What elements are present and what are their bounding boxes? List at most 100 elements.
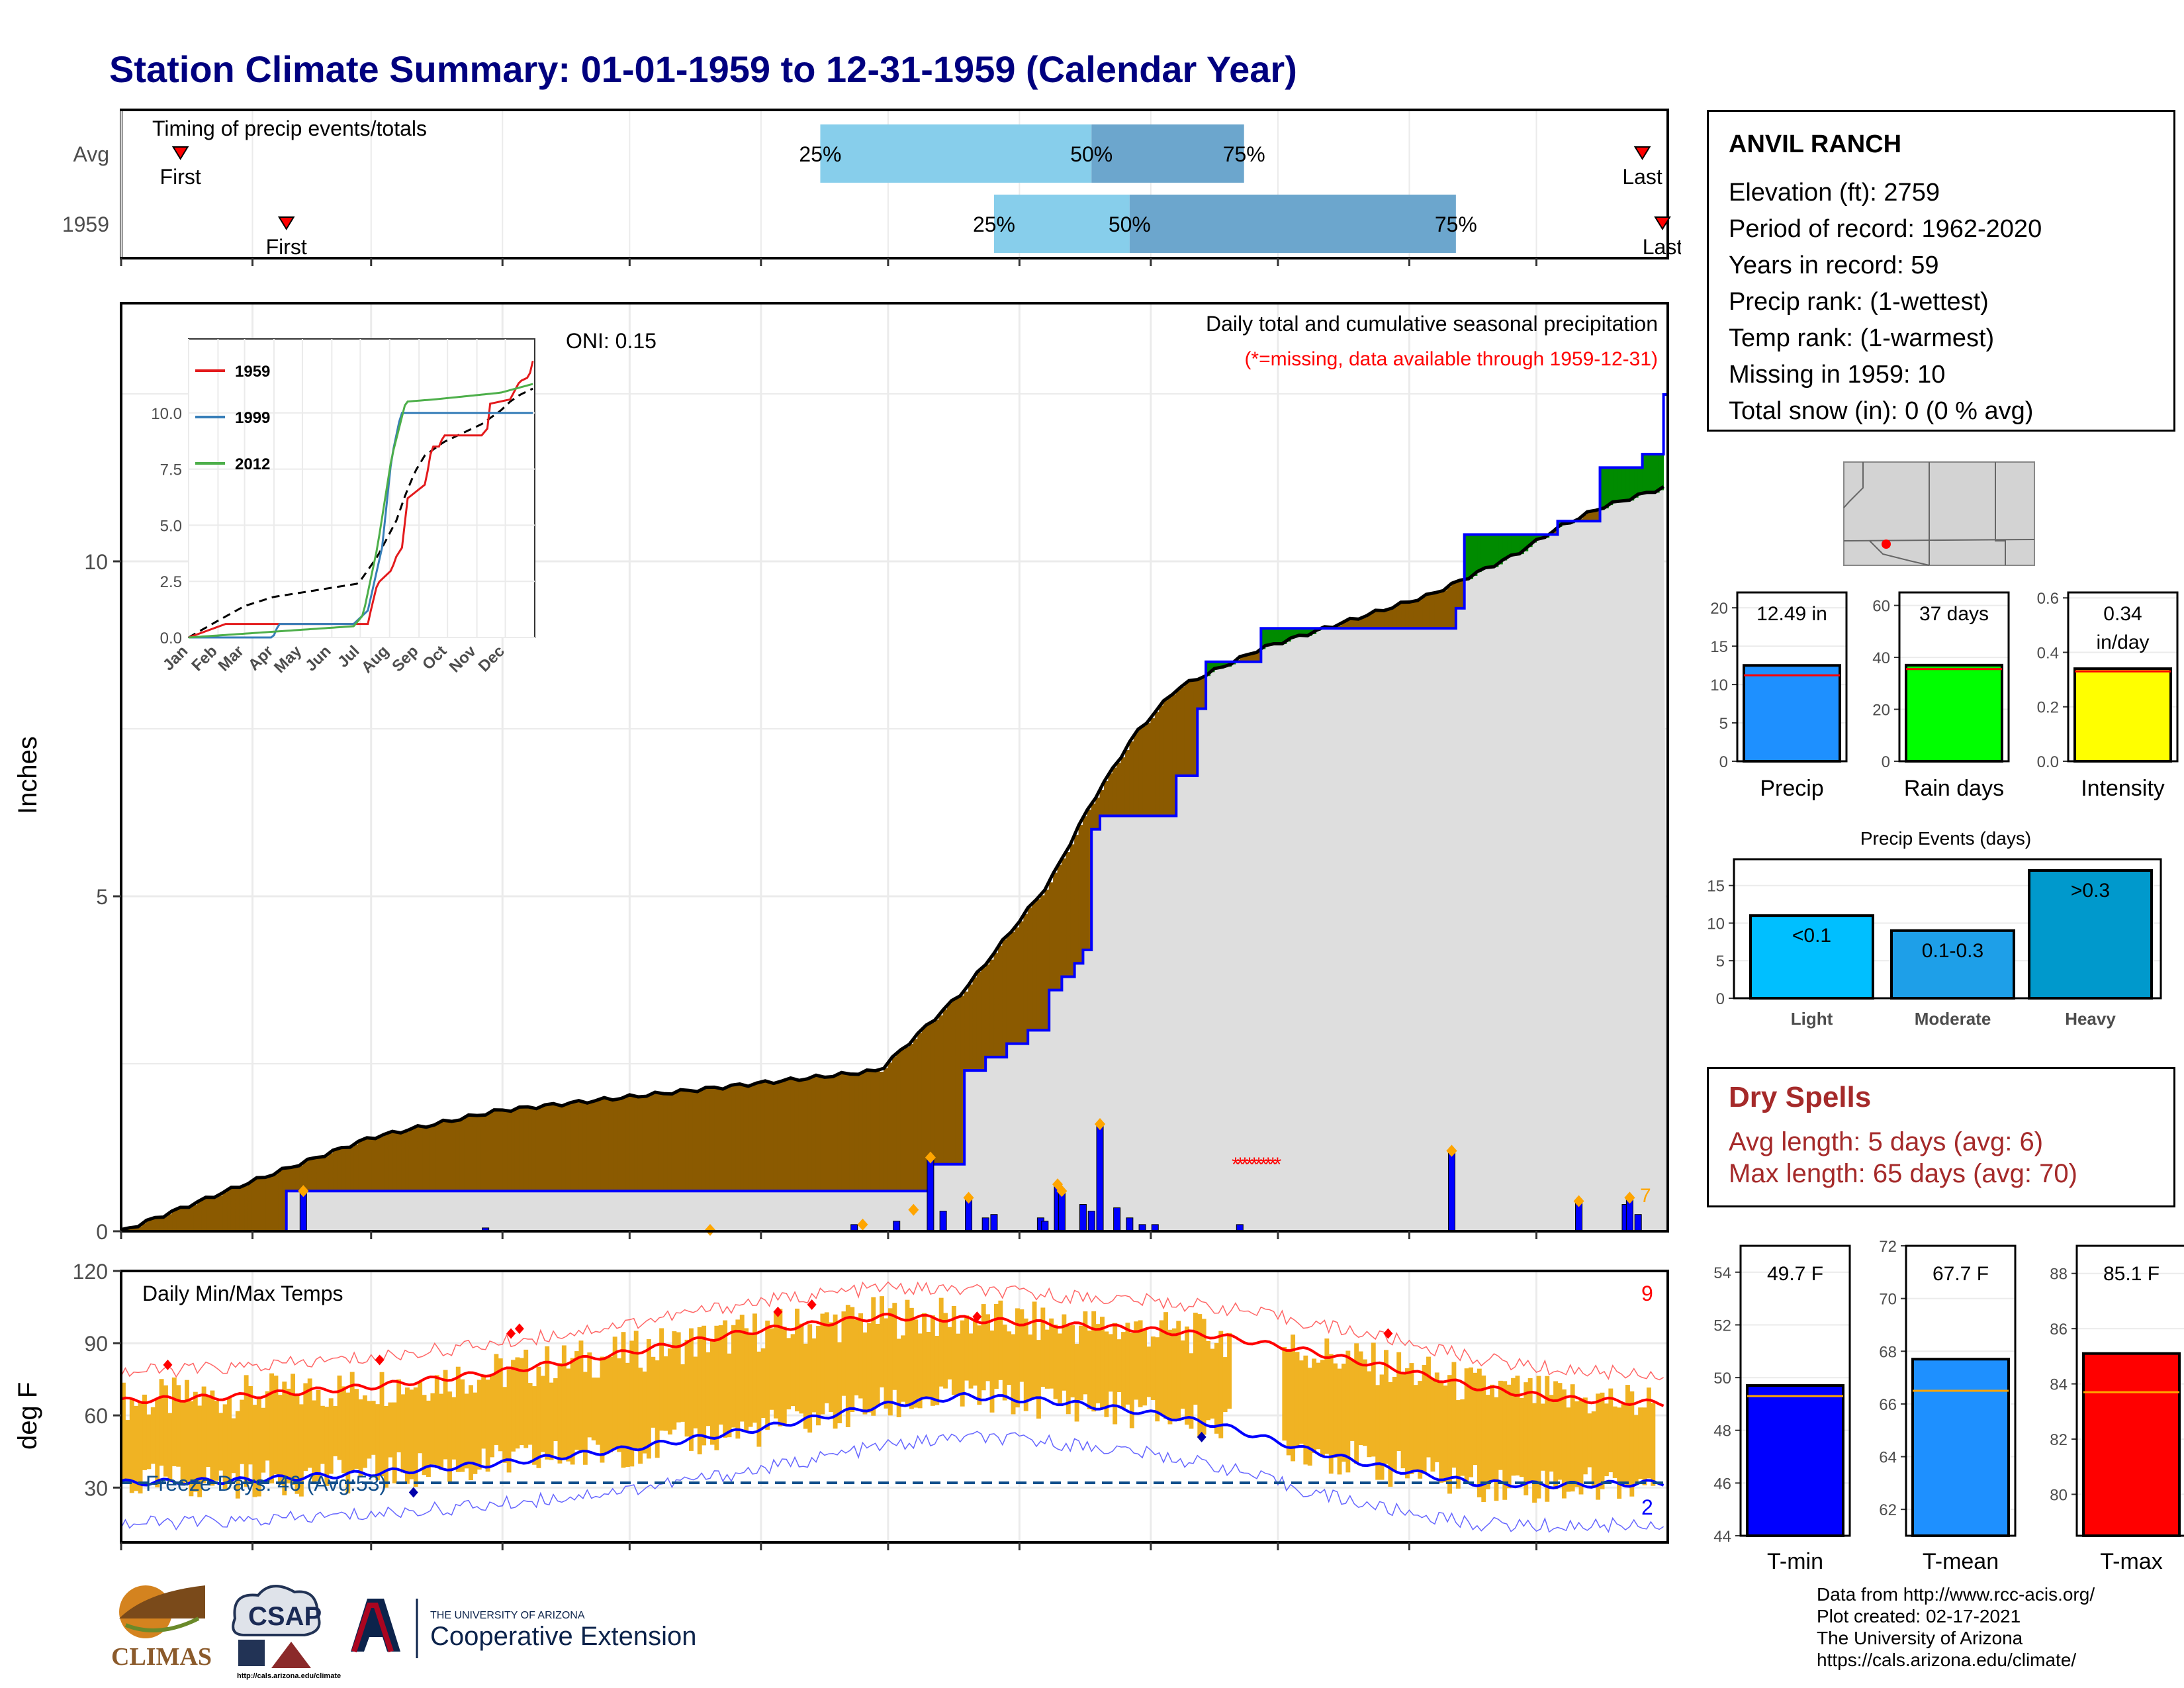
- precip-ytick-label: 5: [96, 885, 108, 909]
- csap-mountain-icon: [271, 1642, 311, 1668]
- inset-line-2012: [188, 383, 533, 639]
- daily-temp-bar: [167, 1413, 173, 1483]
- record-min-line: [120, 1430, 1664, 1533]
- daily-temp-bar: [1409, 1363, 1414, 1474]
- page-title: Station Climate Summary: 01-01-1959 to 1…: [109, 48, 1297, 90]
- daily-temp-bar: [328, 1398, 334, 1474]
- daily-temp-bar: [269, 1373, 274, 1483]
- temp-summary-ytick-label: 54: [1713, 1264, 1731, 1282]
- month-label: Aug: [1001, 1555, 1038, 1556]
- daily-temp-bar: [934, 1336, 940, 1405]
- daily-temp-bar: [1066, 1325, 1071, 1415]
- inset-legend-label: 1959: [235, 363, 270, 381]
- daily-temp-bar: [1651, 1403, 1656, 1486]
- daily-temp-bar: [171, 1377, 177, 1466]
- daily-temp-bar: [943, 1313, 948, 1389]
- precip-ylabel-wrap: Inches: [13, 728, 42, 861]
- summary-ytick-label: 0.0: [2037, 753, 2059, 771]
- temp-summary-ytick-label: 64: [1879, 1449, 1897, 1467]
- daily-temp-bar: [1002, 1324, 1007, 1401]
- daily-temp-bar: [1303, 1355, 1308, 1465]
- daily-temp-bar: [286, 1388, 291, 1483]
- daily-temp-bar: [121, 1382, 126, 1480]
- daily-temp-bar: [1540, 1403, 1545, 1471]
- daily-temp-bar: [951, 1305, 956, 1395]
- daily-temp-bar: [1044, 1329, 1050, 1389]
- temp-summary-ytick-label: 44: [1713, 1528, 1731, 1546]
- daily-temp-bar: [549, 1382, 554, 1460]
- daily-temp-bar: [451, 1397, 457, 1460]
- daily-temp-bar: [227, 1397, 232, 1484]
- daily-temp-bar: [748, 1333, 753, 1427]
- daily-temp-bar: [578, 1340, 584, 1452]
- daily-temp-bar: [1349, 1358, 1355, 1441]
- timing-p50: 50%: [1109, 212, 1151, 236]
- daily-temp-bar: [485, 1380, 490, 1472]
- daily-temp-bar: [1473, 1372, 1478, 1466]
- temp-summary-ytick-label: 80: [2050, 1486, 2068, 1504]
- cloud-icon: [232, 1585, 321, 1636]
- temp-summary-ytick-label: 66: [1879, 1396, 1897, 1414]
- daily-precip-bar: [1058, 1190, 1066, 1232]
- daily-temp-bar: [1113, 1323, 1118, 1425]
- daily-temp-bar: [1104, 1331, 1109, 1417]
- daily-temp-bar: [765, 1320, 770, 1430]
- month-label: Feb: [234, 1555, 271, 1556]
- daily-temp-bar: [608, 1356, 614, 1452]
- events-ytick-label: 0: [1716, 990, 1725, 1008]
- daily-temp-bar: [684, 1339, 690, 1437]
- daily-temp-bar: [811, 1338, 817, 1413]
- daily-temp-bar: [1062, 1314, 1067, 1391]
- timing-bar-q2: [1129, 195, 1456, 253]
- daily-temp-bar: [1091, 1311, 1097, 1412]
- daily-temp-bar: [1498, 1380, 1503, 1470]
- daily-temp-bar: [1612, 1406, 1617, 1478]
- footer-line: Data from http://www.rcc-acis.org/: [1817, 1584, 2095, 1605]
- daily-temp-bar: [570, 1358, 575, 1465]
- precip-ytick-label: 0: [96, 1220, 108, 1244]
- daily-temp-bar: [155, 1397, 160, 1487]
- daily-temp-bar: [1375, 1385, 1381, 1480]
- daily-temp-bar: [1328, 1354, 1334, 1474]
- daily-temp-bar: [871, 1297, 876, 1416]
- daily-temp-bar: [1363, 1359, 1367, 1446]
- daily-precip-bar: [990, 1214, 998, 1232]
- events-chart: Precip Events (days) 0 5 10 15 <0.1 Light 0.1-…: [1707, 828, 2162, 1029]
- temp-frame: [120, 1270, 1669, 1544]
- daily-temp-bar: [536, 1366, 541, 1468]
- daily-temp-bar: [799, 1323, 804, 1414]
- daily-temp-bar: [709, 1340, 715, 1445]
- daily-temp-bar: [1371, 1342, 1376, 1457]
- climas-logo: CLIMAS: [111, 1585, 212, 1671]
- daily-temp-bar: [1451, 1362, 1457, 1468]
- daily-temp-bar: [1532, 1403, 1537, 1503]
- dry-spells-box: Dry Spells Avg length: 5 days (avg: 6) M…: [1707, 1067, 2175, 1207]
- daily-temp-bar: [659, 1328, 664, 1431]
- csap-bars-icon: [238, 1640, 265, 1666]
- daily-temp-bar: [1095, 1324, 1101, 1403]
- daily-temp-bar: [553, 1378, 558, 1442]
- daily-temp-bar: [1049, 1318, 1054, 1389]
- daily-temp-bar: [1036, 1340, 1041, 1419]
- daily-temp-bar: [756, 1351, 762, 1447]
- temp-summary-label: T-mean: [1923, 1549, 1999, 1574]
- daily-precip-bar: [893, 1221, 901, 1232]
- timing-bar-q1: [993, 195, 1130, 253]
- timing-p50: 50%: [1070, 142, 1113, 166]
- daily-temp-bar: [439, 1393, 444, 1470]
- daily-temp-bar: [1557, 1383, 1563, 1480]
- daily-temp-bar: [523, 1349, 529, 1448]
- daily-temp-bar: [1434, 1372, 1439, 1462]
- daily-temp-bar: [354, 1389, 359, 1469]
- daily-temp-bar: [917, 1333, 923, 1409]
- daily-temp-bar: [1638, 1407, 1643, 1479]
- daily-temp-bar: [320, 1405, 325, 1464]
- timing-row-label: 1959: [62, 212, 109, 236]
- events-bar-label: <0.1: [1792, 925, 1831, 947]
- daily-temp-bar: [1549, 1395, 1554, 1472]
- summary-frame: [2067, 591, 2179, 763]
- summary-ytick-label: 10: [1710, 677, 1728, 694]
- temp-summary-frame: [1739, 1244, 1851, 1537]
- daily-temp-bar: [1379, 1374, 1385, 1480]
- max-precip-marker-icon: [1573, 1195, 1584, 1207]
